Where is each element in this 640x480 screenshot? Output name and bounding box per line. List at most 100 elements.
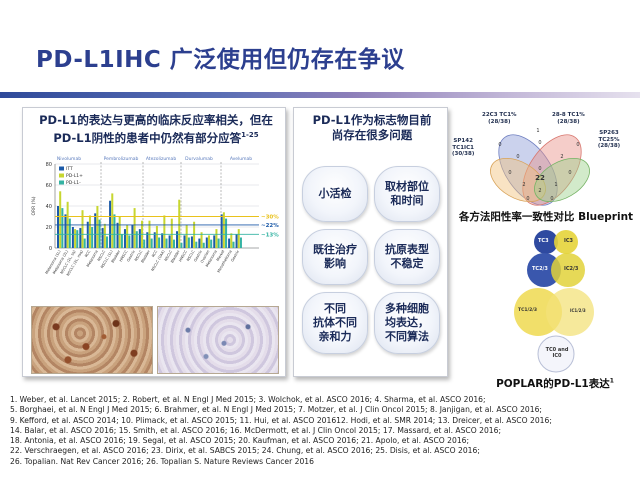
- issue-bubble-unstable-phenotype: 抗原表型 不稳定: [374, 229, 440, 285]
- venn-ellipse-sp142: [490, 157, 546, 203]
- reference-line: 26. Topalian. Nat Rev Cancer 2016; 26. T…: [10, 456, 314, 466]
- bar-itt: [198, 238, 201, 248]
- x-tick-label: Gastric: [193, 249, 203, 262]
- poplar-circle-tc23: [527, 253, 561, 287]
- poplar-circle-ic123: [546, 288, 594, 336]
- bar-pd-l1-: [118, 216, 121, 248]
- x-tick-label: Merkel: [216, 250, 225, 262]
- venn-count: 0: [568, 170, 571, 176]
- drug-group-label: Avelumab: [230, 156, 252, 162]
- venn-count: 2: [522, 182, 525, 188]
- y-tick-label: 0: [49, 246, 52, 252]
- bar-pd-l1-: [195, 241, 198, 248]
- bar-pd-l1-: [150, 238, 153, 248]
- poplar-label-tc0ic0: TC0 and IC0: [545, 347, 569, 359]
- bar-pd-l1-: [143, 239, 146, 248]
- bar-pd-l1-: [96, 206, 99, 248]
- orr-heading-line1: PD-L1的表达与更高的临床反应率相关，但在: [39, 113, 273, 127]
- poplar-circle-ic3: [554, 230, 578, 254]
- venn-count: 0: [498, 142, 501, 148]
- bar-itt: [116, 222, 119, 248]
- bar-pd-l1-: [202, 242, 205, 248]
- bar-pd-l1-: [68, 218, 71, 248]
- bar-pd-l1-: [225, 218, 228, 248]
- reference-line: 9. Kefford, et al. ASCO 2014; 10. Plimac…: [10, 415, 552, 425]
- x-tick-label: Gastric: [126, 249, 136, 262]
- venn-ellipse-28-8: [522, 134, 582, 206]
- pdl1-positive-micrograph: [31, 306, 153, 374]
- bar-pd-l1-: [237, 229, 240, 248]
- bar-pd-l1-: [207, 235, 211, 248]
- poplar-svg: [514, 230, 594, 373]
- drug-group-label: Nivolumab: [57, 156, 81, 162]
- bar-pd-l1-: [81, 210, 84, 248]
- bar-pd-l1-: [215, 229, 218, 248]
- venn-svg: 0 1 0 0 0 2 0 0 0 2 1 2 0 0 22: [490, 128, 590, 206]
- poplar-label-tc3: TC3: [538, 238, 549, 244]
- orr-heading-line2-wrap: PD-L1阴性的患者中仍然有部分应答1-25: [31, 128, 281, 146]
- poplar-caption-superscript: 1: [609, 377, 614, 385]
- venn-count: 0: [508, 170, 511, 176]
- bar-pd-l1-: [133, 208, 136, 248]
- issue-bubble-small-biopsy: 小活检: [302, 166, 368, 222]
- venn-count: 0: [538, 140, 541, 146]
- drug-group-label: Durvalumab: [185, 156, 213, 162]
- x-tick-label: RCC: [84, 249, 91, 258]
- venn-label-22c3: 22C3 TC1% (28/38): [482, 112, 517, 125]
- bar-pd-l1-: [222, 212, 225, 248]
- legend-label: ITT: [66, 166, 73, 172]
- venn-count: 22: [535, 174, 545, 182]
- drug-group-label: Atezolizumab: [146, 156, 177, 162]
- x-tick-label: NSCLC: [186, 249, 196, 262]
- blueprint-caption: 各方法阳性率一致性对比 Blueprint: [458, 211, 634, 223]
- bar-pd-l1-: [217, 238, 220, 248]
- venn-ellipse-22c3: [498, 134, 558, 206]
- venn-label-28-8: 28-8 TC1% (28/38): [552, 112, 585, 125]
- x-tick-label: Bladder: [140, 249, 151, 264]
- bar-pd-l1-: [185, 224, 188, 248]
- bar-itt: [64, 214, 67, 248]
- bar-itt: [71, 227, 74, 248]
- references-list: 1. Weber, et al. Lancet 2015; 2. Robert,…: [10, 395, 635, 467]
- bar-pd-l1-: [165, 238, 168, 248]
- bar-itt: [146, 232, 149, 248]
- reference-line: 5. Borghaei, et al. N Engl J Med 2015; 6…: [10, 405, 542, 415]
- poplar-caption-text: POPLAR的PD-L1表达: [496, 378, 610, 390]
- x-tick-label: NSCLC: [134, 249, 144, 262]
- bar-itt: [153, 232, 156, 248]
- orr-heading-line2: PD-L1阴性的患者中仍然有部分应答: [53, 130, 242, 145]
- bar-pd-l1-: [111, 193, 114, 248]
- bar-itt: [123, 229, 126, 248]
- bar-pd-l1-: [230, 233, 233, 248]
- x-tick-label: Ovarian: [200, 250, 211, 264]
- bar-itt: [183, 235, 186, 248]
- legend-swatch: [59, 166, 64, 171]
- bar-pd-l1-: [163, 215, 166, 248]
- blueprint-venn-diagram: 0 1 0 0 0 2 0 0 0 2 1 2 0 0 22 22C3 TC1% (28/38) 28-8 …: [452, 108, 630, 208]
- orr-heading-superscript: 1-25: [241, 131, 259, 139]
- orr-chart-svg: 0 20 40 60 80 ORR (%) Nivolumab Pembrolizumab At…: [31, 156, 279, 277]
- issues-heading-line1: PD-L1作为标志物目前: [312, 113, 432, 127]
- bar-pd-l1-: [232, 241, 235, 248]
- x-tick-label: HNSCC: [119, 249, 129, 262]
- reference-line: 22. Verschraegen, et al. ASCO 2016; 23. …: [10, 446, 480, 456]
- poplar-circle-ic23: [551, 253, 585, 287]
- venn-count: 2: [560, 154, 563, 160]
- poplar-caption: POPLAR的PD-L1表达1: [470, 376, 640, 391]
- bar-pd-l1-: [155, 225, 158, 248]
- poplar-label-ic123: IC1/2/3: [570, 308, 586, 313]
- issue-bubble-antibody-affinity: 不同 抗体不同 亲和力: [302, 292, 368, 354]
- y-tick-label: 40: [46, 204, 52, 210]
- bar-itt: [94, 213, 97, 248]
- venn-count: 0: [576, 142, 579, 148]
- bar-itt: [109, 200, 112, 248]
- y-tick-label: 20: [46, 225, 52, 231]
- venn-count: 1: [536, 128, 539, 134]
- bar-pd-l1-: [172, 239, 175, 248]
- bar-itt: [131, 224, 134, 248]
- bar-pd-l1-: [59, 191, 62, 248]
- bar-itt: [168, 235, 171, 248]
- poplar-circle-tc3: [534, 230, 558, 254]
- bar-itt: [161, 233, 164, 248]
- reference-line: 18. Antonia, et al. ASCO 2016; 19. Segal…: [10, 436, 470, 446]
